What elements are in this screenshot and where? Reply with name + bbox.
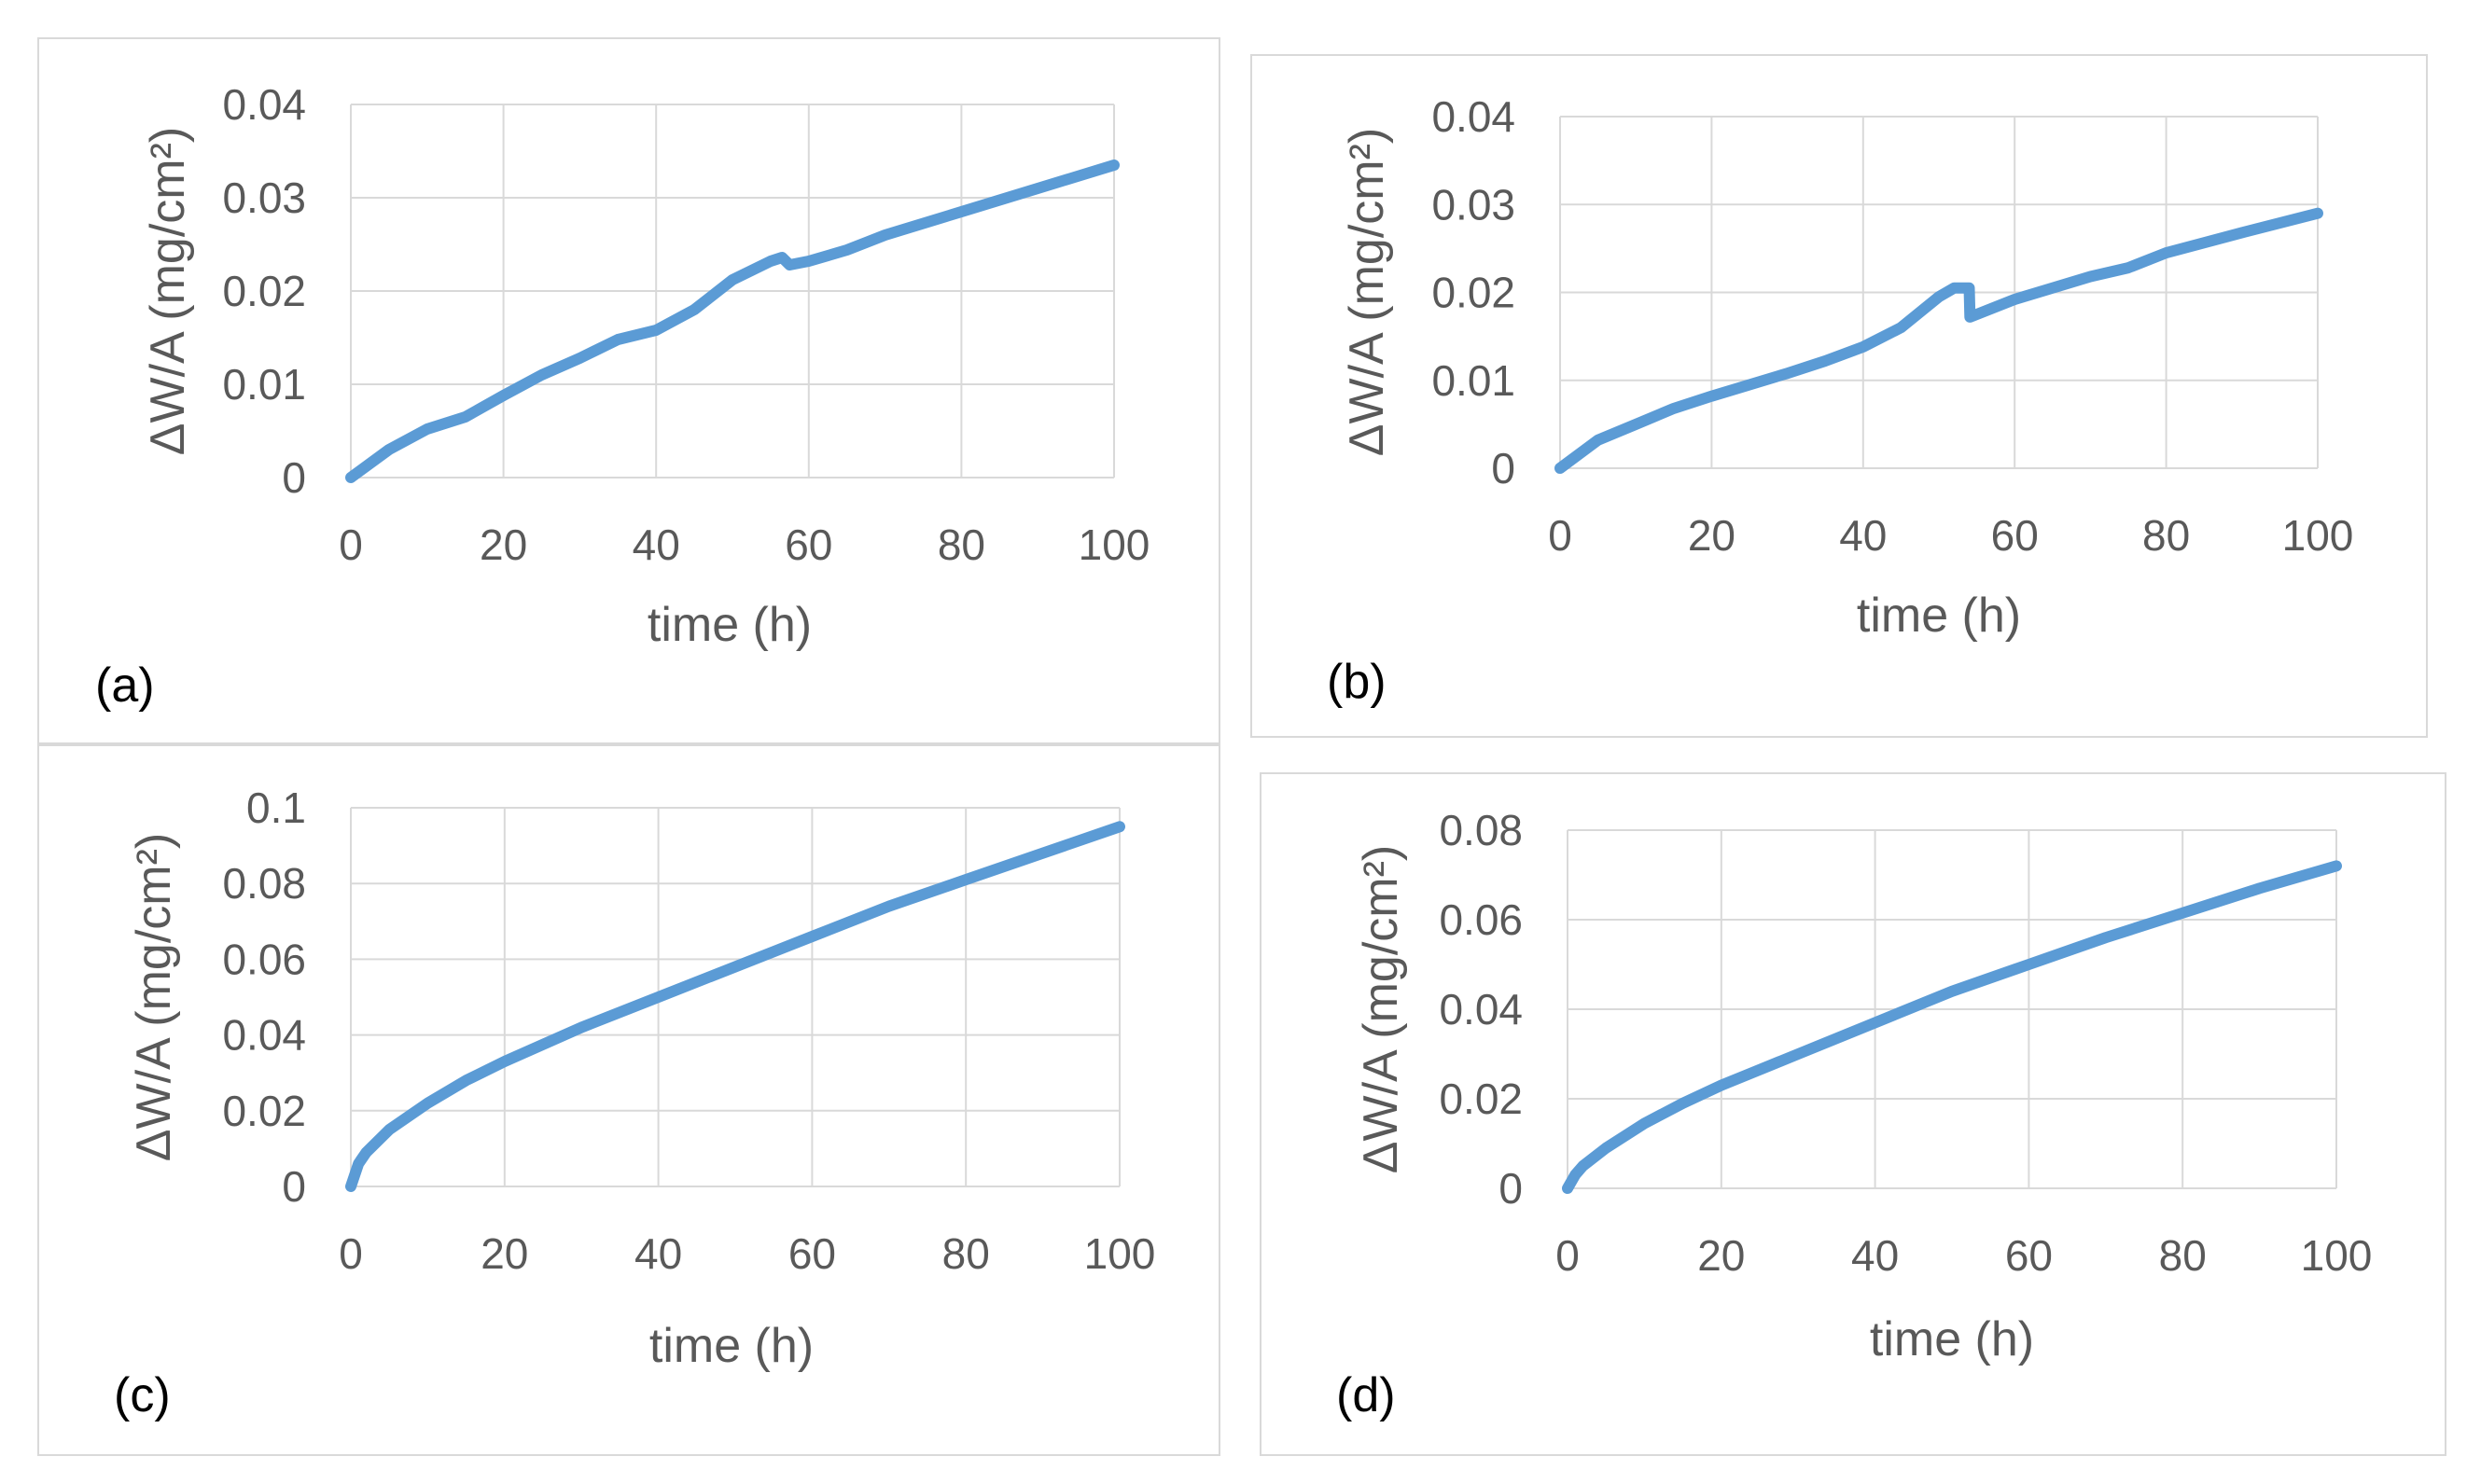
y-tick-label: 0.06 (1439, 895, 1523, 944)
y-tick-label: 0 (1491, 444, 1515, 492)
y-tick-label: 0.04 (222, 80, 306, 129)
chart-b-svg: 0 0.01 0.02 0.03 0.04 0 20 40 60 80 100 time (h) ΔW/… (1327, 92, 2354, 709)
x-tick-label: 60 (1991, 511, 2039, 560)
x-tick-label: 80 (942, 1229, 990, 1278)
x-tick-label: 20 (1697, 1231, 1745, 1280)
x-tick-label: 80 (2142, 511, 2190, 560)
panel-label: (b) (1327, 655, 1387, 709)
y-axis-title: ΔW/A (mg/cm²) (127, 833, 181, 1161)
chart-panel-b: 0 0.01 0.02 0.03 0.04 0 20 40 60 80 100 time (h) ΔW/… (1250, 54, 2428, 738)
y-tick-label: 0.04 (1431, 92, 1515, 141)
y-tick-label: 0 (282, 1162, 306, 1211)
x-tick-label: 40 (633, 520, 680, 569)
x-tick-label: 60 (788, 1229, 836, 1278)
y-tick-label: 0.03 (222, 173, 306, 222)
x-axis-title: time (h) (648, 598, 812, 652)
series-line (1554, 207, 2323, 474)
x-tick-label: 0 (1555, 1231, 1580, 1280)
x-tick-label: 0 (339, 520, 363, 569)
y-axis-title: ΔW/A (mg/cm²) (141, 127, 195, 455)
y-axis-title: ΔW/A (mg/cm²) (1340, 128, 1394, 456)
x-axis-title: time (h) (1870, 1312, 2034, 1366)
y-tick-label: 0.08 (1439, 806, 1523, 854)
panel-label: (d) (1336, 1368, 1396, 1422)
x-tick-label: 20 (1688, 511, 1735, 560)
x-tick-label: 60 (785, 520, 832, 569)
y-tick-label: 0.03 (1431, 180, 1515, 229)
y-tick-label: 0.02 (1431, 269, 1515, 317)
y-tick-label: 0.06 (222, 935, 306, 983)
x-axis-title: time (h) (1857, 589, 2021, 643)
x-tick-label: 60 (2005, 1231, 2053, 1280)
y-tick-label: 0.02 (222, 1087, 306, 1135)
x-tick-label: 0 (1548, 511, 1572, 560)
panel-label: (a) (95, 659, 155, 713)
y-tick-label: 0.04 (222, 1011, 306, 1060)
y-axis-title: ΔW/A (mg/cm²) (1354, 845, 1408, 1173)
chart-a-svg: 0 0.01 0.02 0.03 0.04 0 20 40 60 80 100 time (h) ΔW/… (95, 80, 1150, 713)
panel-label: (c) (114, 1368, 171, 1422)
x-axis-title: time (h) (649, 1319, 814, 1373)
y-tick-label: 0.01 (1431, 356, 1515, 405)
x-tick-label: 80 (2159, 1231, 2207, 1280)
x-tick-label: 40 (1851, 1231, 1899, 1280)
x-tick-label: 80 (938, 520, 985, 569)
x-tick-label: 40 (1839, 511, 1887, 560)
chart-c-svg: 0 0.02 0.04 0.06 0.08 0.1 0 20 40 60 80 100 time (h)… (114, 784, 1156, 1422)
series-line (345, 159, 1120, 483)
chart-panel-d: 0 0.02 0.04 0.06 0.08 0 20 40 60 80 100 time (h) ΔW/… (1260, 772, 2446, 1456)
y-tick-label: 0.02 (1439, 1075, 1523, 1123)
y-tick-label: 0 (1498, 1164, 1523, 1213)
x-tick-label: 100 (1079, 520, 1150, 569)
chart-d-svg: 0 0.02 0.04 0.06 0.08 0 20 40 60 80 100 time (h) ΔW/… (1336, 806, 2373, 1422)
y-tick-label: 0.04 (1439, 985, 1523, 1033)
x-tick-label: 100 (1084, 1229, 1156, 1278)
x-tick-label: 100 (2301, 1231, 2373, 1280)
y-tick-label: 0 (282, 453, 306, 502)
series-line (1562, 860, 2342, 1194)
chart-panel-c: 0 0.02 0.04 0.06 0.08 0.1 0 20 40 60 80 100 time (h)… (37, 744, 1220, 1456)
x-tick-label: 0 (339, 1229, 363, 1278)
x-tick-label: 20 (480, 520, 527, 569)
y-tick-label: 0.1 (246, 784, 306, 832)
y-tick-label: 0.08 (222, 859, 306, 908)
series-line (345, 821, 1125, 1192)
y-tick-label: 0.02 (222, 267, 306, 315)
chart-panel-a: 0 0.01 0.02 0.03 0.04 0 20 40 60 80 100 time (h) ΔW/… (37, 37, 1220, 744)
x-tick-label: 20 (481, 1229, 528, 1278)
x-tick-label: 40 (634, 1229, 682, 1278)
y-tick-label: 0.01 (222, 360, 306, 409)
x-tick-label: 100 (2282, 511, 2354, 560)
